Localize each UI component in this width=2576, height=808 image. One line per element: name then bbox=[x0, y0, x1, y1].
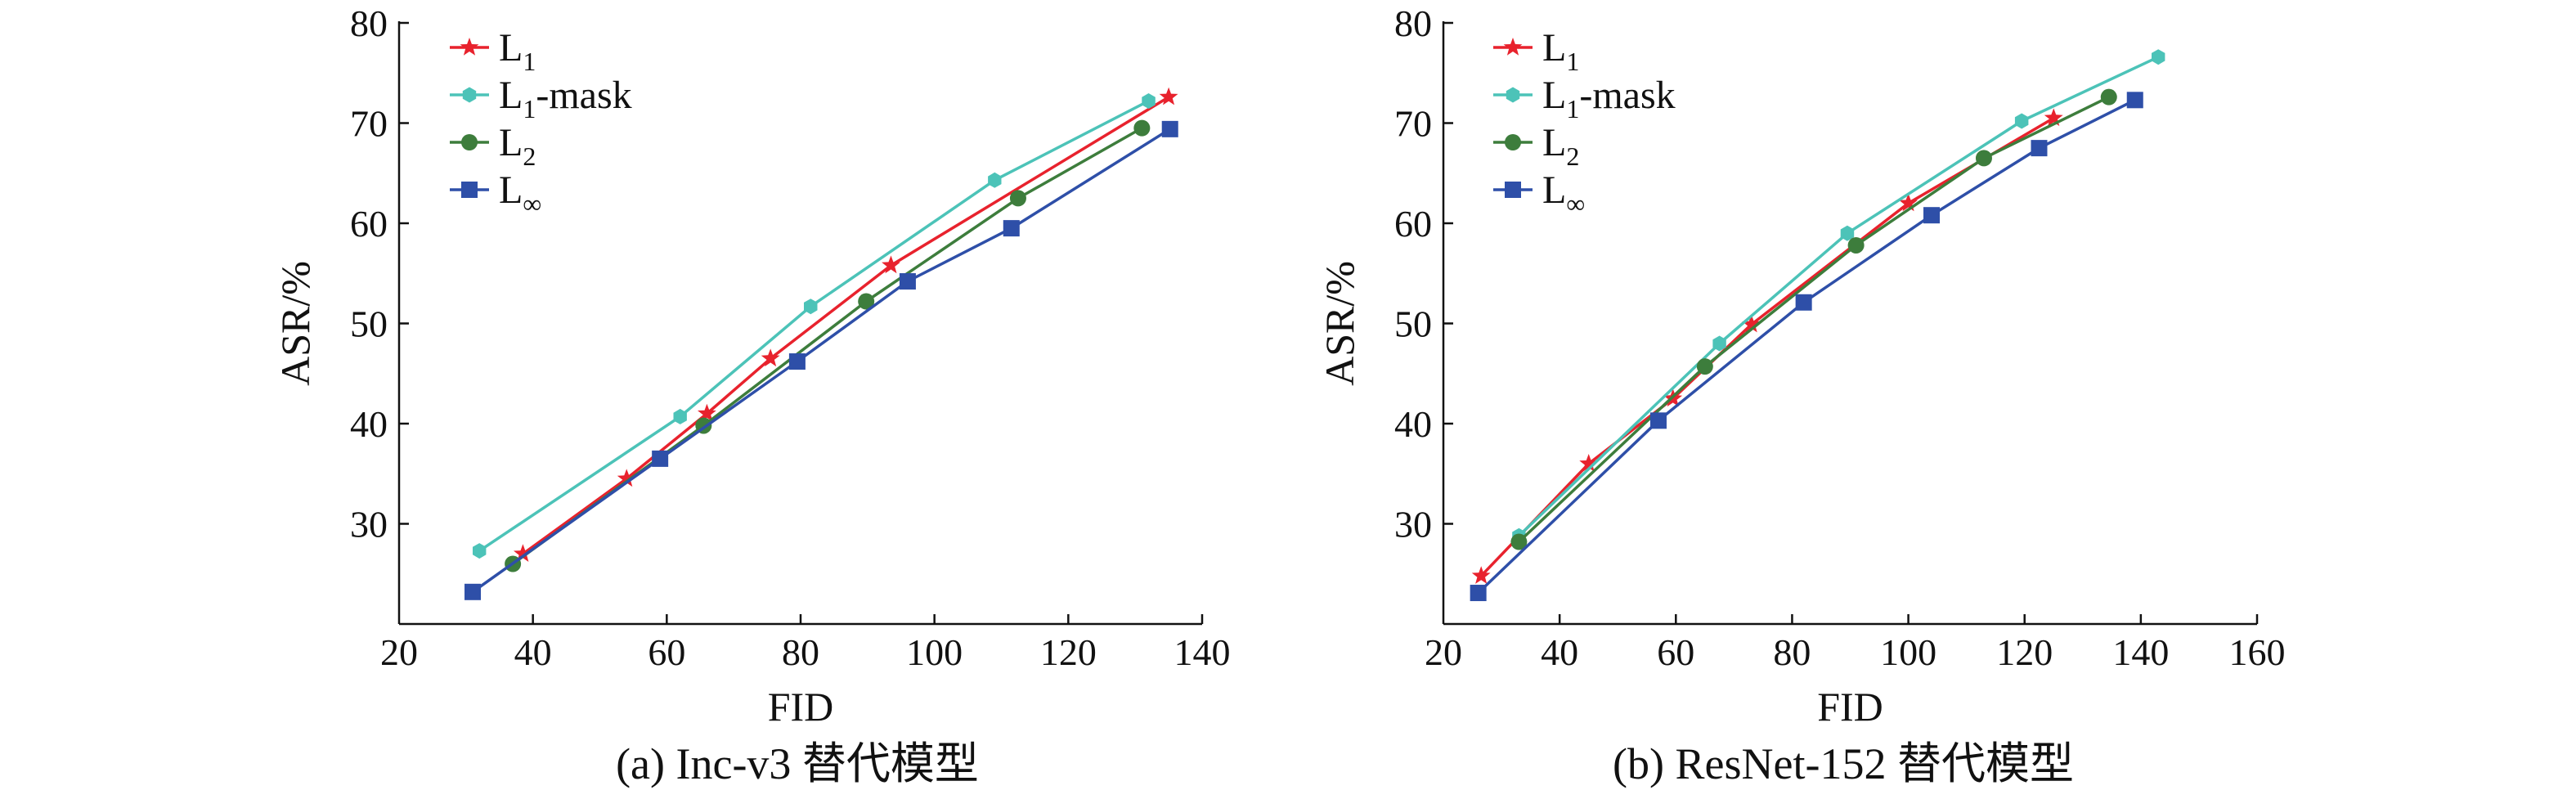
legend-label: L1 bbox=[1542, 26, 1579, 76]
data-point bbox=[1847, 236, 1865, 254]
y-tick-label: 50 bbox=[350, 303, 388, 345]
data-point bbox=[1161, 120, 1178, 137]
data-point bbox=[1579, 454, 1599, 472]
data-point bbox=[1142, 93, 1156, 109]
x-tick-label: 140 bbox=[2112, 631, 2169, 673]
data-point bbox=[2152, 49, 2165, 65]
data-point bbox=[1712, 335, 1726, 352]
x-tick-label: 140 bbox=[1174, 631, 1231, 673]
caption-b: (b) ResNet-152 替代模型 bbox=[1613, 739, 2074, 788]
legend-label: L2 bbox=[499, 121, 536, 171]
data-point bbox=[1009, 190, 1026, 207]
data-point bbox=[617, 469, 636, 487]
x-tick-label: 120 bbox=[1040, 631, 1097, 673]
data-point bbox=[464, 583, 482, 600]
data-point bbox=[1795, 294, 1812, 311]
data-point bbox=[1470, 585, 1487, 602]
data-point bbox=[2014, 113, 2029, 129]
x-tick-label: 100 bbox=[906, 631, 963, 673]
legend-marker bbox=[1506, 87, 1520, 103]
data-point bbox=[698, 403, 716, 422]
data-point bbox=[1133, 119, 1151, 137]
data-point bbox=[858, 293, 875, 310]
legend-marker bbox=[1505, 134, 1521, 150]
data-point bbox=[673, 408, 687, 424]
legend-label: L1-mask bbox=[499, 74, 632, 123]
data-point bbox=[2100, 88, 2117, 105]
legend-label: L2 bbox=[1542, 121, 1579, 171]
x-tick-label: 80 bbox=[1773, 631, 1811, 673]
legend-marker bbox=[1503, 38, 1523, 56]
x-tick-label: 40 bbox=[514, 631, 552, 673]
legend-label: L1 bbox=[499, 26, 536, 76]
y-axis-label: ASR/% bbox=[272, 261, 318, 386]
legend-marker bbox=[461, 182, 478, 198]
y-tick-label: 50 bbox=[1394, 303, 1432, 345]
y-tick-label: 60 bbox=[350, 203, 388, 245]
data-point bbox=[514, 544, 532, 562]
y-tick-label: 80 bbox=[1394, 2, 1432, 44]
series-line bbox=[1477, 98, 2136, 595]
data-point bbox=[899, 273, 916, 290]
data-point bbox=[1471, 566, 1491, 584]
data-point bbox=[1899, 193, 1918, 212]
x-tick-label: 120 bbox=[1996, 631, 2053, 673]
data-point bbox=[1003, 220, 1020, 237]
legend-label: L∞ bbox=[499, 168, 541, 218]
legend-marker bbox=[461, 134, 478, 150]
y-tick-label: 70 bbox=[1394, 103, 1432, 145]
data-point bbox=[761, 348, 780, 367]
data-point bbox=[473, 543, 487, 559]
data-point bbox=[2031, 140, 2048, 157]
data-point bbox=[804, 299, 818, 315]
data-point bbox=[1923, 207, 1940, 224]
legend-label: L∞ bbox=[1542, 168, 1585, 218]
data-point bbox=[1696, 358, 1713, 375]
x-axis-label: FID bbox=[1817, 684, 1883, 729]
data-point bbox=[1159, 87, 1178, 105]
legend-marker bbox=[1505, 182, 1521, 198]
series-line bbox=[522, 96, 1170, 555]
y-tick-label: 30 bbox=[350, 504, 388, 545]
x-tick-label: 100 bbox=[1880, 631, 1936, 673]
legend-label: L1-mask bbox=[1542, 74, 1676, 123]
data-point bbox=[2044, 108, 2063, 127]
x-tick-label: 60 bbox=[648, 631, 685, 673]
data-point bbox=[652, 450, 669, 467]
caption-a: (a) Inc-v3 替代模型 bbox=[616, 739, 979, 788]
x-tick-label: 160 bbox=[2229, 631, 2286, 673]
data-point bbox=[2126, 92, 2143, 109]
x-axis-label: FID bbox=[768, 684, 834, 729]
series-line bbox=[471, 128, 1171, 594]
y-tick-label: 80 bbox=[350, 2, 388, 44]
chart-panel-a: 20 40 60 80 100 120 140304050607080FIDASR/%L1L… bbox=[272, 2, 1231, 729]
x-tick-label: 80 bbox=[782, 631, 819, 673]
data-point bbox=[1840, 225, 1855, 241]
x-tick-label: 20 bbox=[380, 631, 418, 673]
chart-panel-b: 20 40 60 80 100 120 140 160304050607080FIDASR/%… bbox=[1317, 2, 2286, 729]
y-tick-label: 70 bbox=[350, 103, 388, 145]
data-point bbox=[988, 172, 1002, 188]
x-tick-label: 20 bbox=[1425, 631, 1462, 673]
series-line bbox=[512, 127, 1143, 565]
y-axis-label: ASR/% bbox=[1317, 261, 1362, 386]
data-point bbox=[788, 353, 806, 370]
y-tick-label: 60 bbox=[1394, 203, 1432, 245]
x-tick-label: 60 bbox=[1657, 631, 1694, 673]
data-point bbox=[882, 255, 900, 274]
x-tick-label: 40 bbox=[1541, 631, 1578, 673]
data-point bbox=[1742, 314, 1761, 333]
data-point bbox=[1649, 412, 1667, 429]
legend-marker bbox=[460, 38, 479, 56]
series-line bbox=[1518, 96, 2110, 543]
data-point bbox=[1510, 533, 1528, 550]
y-tick-label: 40 bbox=[1394, 403, 1432, 445]
y-tick-label: 30 bbox=[1394, 504, 1432, 545]
legend-marker bbox=[462, 87, 477, 103]
y-tick-label: 40 bbox=[350, 403, 388, 445]
data-point bbox=[1975, 150, 1992, 167]
